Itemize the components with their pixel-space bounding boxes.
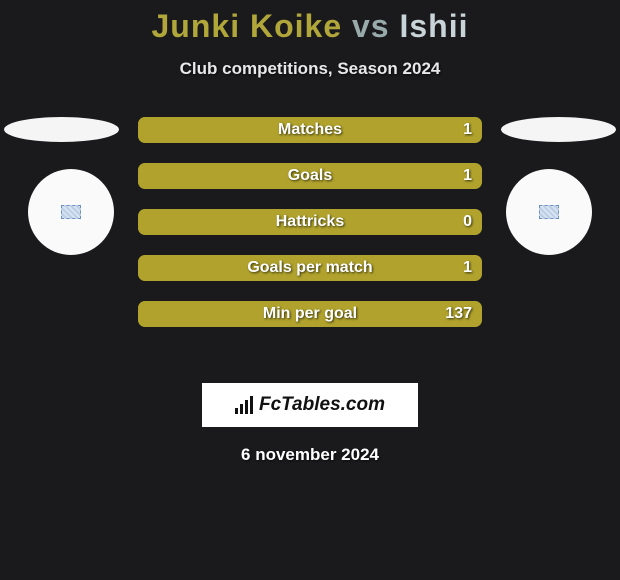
stat-row: Min per goal 137 [138,301,482,327]
player1-flag-placeholder [4,117,119,142]
stat-row: Matches 1 [138,117,482,143]
brand-text: FcTables.com [259,394,385,416]
placeholder-icon [61,205,81,219]
brand-banner[interactable]: FcTables.com [202,383,418,427]
subtitle: Club competitions, Season 2024 [0,59,620,79]
stat-label: Hattricks [138,209,482,235]
stat-value-p1: 137 [445,301,472,327]
comparison-stage: Matches 1 Goals 1 Hattricks 0 Goals per … [0,117,620,377]
brand-logo-icon [235,396,253,414]
stat-value-p1: 0 [463,209,472,235]
stat-value-p1: 1 [463,117,472,143]
stat-label: Goals per match [138,255,482,281]
comparison-title: Junki Koike vs Ishii [0,8,620,45]
stat-row: Goals 1 [138,163,482,189]
stat-label: Min per goal [138,301,482,327]
player2-name: Ishii [399,8,468,44]
stat-row: Hattricks 0 [138,209,482,235]
stat-value-p1: 1 [463,255,472,281]
stat-value-p1: 1 [463,163,472,189]
stat-label: Goals [138,163,482,189]
stat-row: Goals per match 1 [138,255,482,281]
generated-date: 6 november 2024 [0,445,620,465]
player2-club-badge [506,169,592,255]
vs-label: vs [352,8,390,44]
placeholder-icon [539,205,559,219]
player1-club-badge [28,169,114,255]
stat-bars: Matches 1 Goals 1 Hattricks 0 Goals per … [138,117,482,327]
stat-label: Matches [138,117,482,143]
player1-name: Junki Koike [152,8,343,44]
player2-flag-placeholder [501,117,616,142]
